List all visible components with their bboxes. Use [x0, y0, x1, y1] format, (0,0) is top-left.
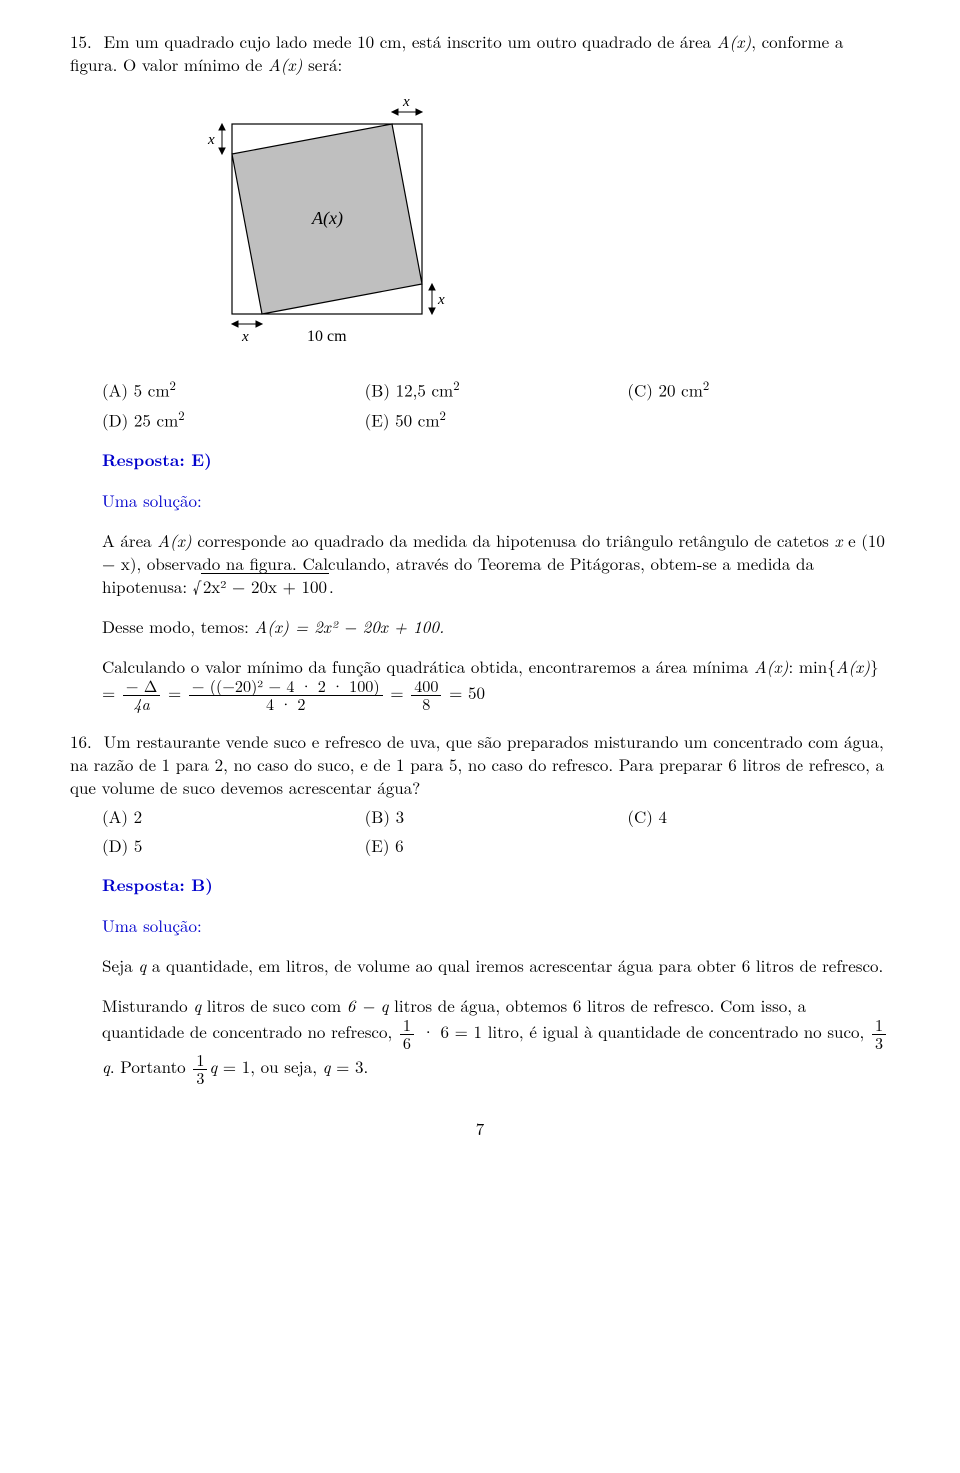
solution-para-2: Misturando q litros de suco com 6 − q li…	[102, 994, 890, 1087]
answer-label: Resposta: B)	[102, 874, 890, 897]
answer-label: Resposta: E)	[102, 449, 890, 472]
solution-para-2: Desse modo, temos: A(x) = 2x² − 20x + 10…	[102, 615, 890, 638]
label-x-right: x	[437, 292, 445, 308]
option-b: (B) 12,5 cm2	[365, 377, 628, 402]
option-c: (C) 4	[627, 805, 890, 828]
option-d: (D) 25 cm2	[102, 407, 365, 432]
solution-para-1: Seja q a quantidade, em litros, de volum…	[102, 954, 890, 977]
question-16: 16. Um restaurante vende suco e refresco…	[70, 730, 890, 1086]
label-x-left: x	[207, 132, 215, 148]
question-15: 15. Em um quadrado cujo lado mede 10 cm,…	[70, 30, 890, 712]
label-x-bottom: x	[241, 329, 249, 345]
option-d: (D) 5	[102, 834, 365, 857]
label-Ax: A(x)	[311, 208, 343, 229]
solution-label: Uma solução:	[102, 488, 202, 512]
solution-para-1: A área A(x) corresponde ao quadrado da m…	[102, 529, 890, 598]
figure-caption: 10 cm	[307, 328, 347, 345]
options-row-1: (A) 5 cm2 (B) 12,5 cm2 (C) 20 cm2	[102, 377, 890, 402]
option-e: (E) 6	[365, 834, 628, 857]
solution-label: Uma solução:	[102, 913, 202, 937]
solution-para-3: Calculando o valor mínimo da função quad…	[102, 655, 890, 713]
options-row-2: (D) 25 cm2 (E) 50 cm2	[102, 407, 890, 432]
options-row-2: (D) 5 (E) 6	[102, 834, 890, 857]
option-e: (E) 50 cm2	[365, 407, 628, 432]
stem-text: Um restaurante vende suco e refresco de …	[70, 729, 884, 799]
option-a: (A) 2	[102, 805, 365, 828]
page-number: 7	[70, 1117, 890, 1140]
option-b: (B) 3	[365, 805, 628, 828]
label-x-top: x	[402, 94, 410, 110]
question-number: 16.	[70, 730, 98, 753]
inscribed-square-figure: x x A(x)	[192, 94, 890, 359]
question-number: 15.	[70, 30, 98, 53]
stem-text: Em um quadrado cujo lado mede 10 cm, est…	[70, 29, 843, 76]
option-a: (A) 5 cm2	[102, 377, 365, 402]
option-c: (C) 20 cm2	[627, 377, 890, 402]
options-row-1: (A) 2 (B) 3 (C) 4	[102, 805, 890, 828]
